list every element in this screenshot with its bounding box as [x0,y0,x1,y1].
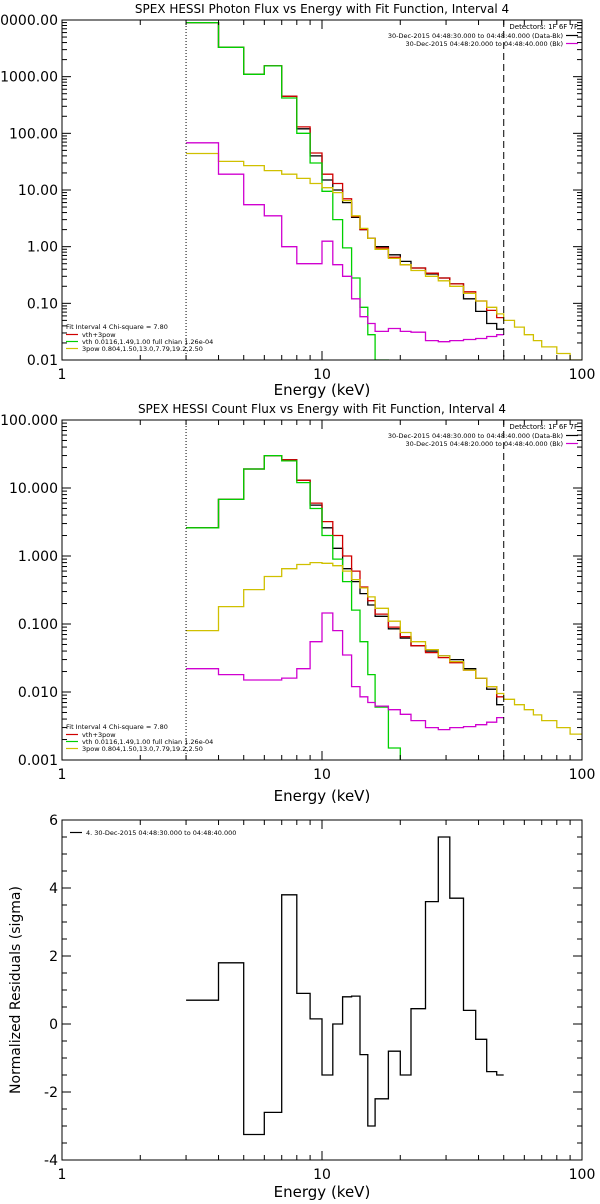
legend-entry: 30-Dec-2015 04:48:20.000 to 04:48:40.000… [406,440,564,448]
y-tick-label: 0.10 [27,296,58,312]
legend-entry: 3pow 0.804,1.50,13.0,7.79,19.2,2.50 [82,345,203,353]
x-tick-label: 1 [58,767,67,783]
y-tick-label: 0.001 [18,753,58,769]
legend-entry: vth+3pow [82,731,116,739]
y-tick-label: 10000.00 [0,13,58,29]
chart-title: SPEX HESSI Photon Flux vs Energy with Fi… [135,2,509,16]
y-tick-label: -4 [44,1153,58,1169]
series-line-3 [186,454,401,760]
panel-1: SPEX HESSI Photon Flux vs Energy with Fi… [0,2,596,399]
legend-detectors: Detectors: 1F 6F 7F [509,23,578,31]
x-axis-label: Energy (keV) [274,1183,371,1200]
series-line-5 [186,142,504,343]
y-tick-label: 100.00 [9,126,58,142]
legend-fit-header: Fit Interval 4 Chi-square = 7.80 [66,723,168,731]
y-tick-label: 10.000 [9,481,58,497]
y-tick-label: 0 [49,1017,58,1033]
series-line-2 [186,454,504,698]
series-line-3 [186,21,390,360]
series-line-2 [186,21,504,319]
panel-2: SPEX HESSI Count Flux vs Energy with Fit… [0,402,595,805]
legend-entry: 4. 30-Dec-2015 04:48:30.000 to 04:48:40.… [86,829,236,837]
y-tick-label: 1.00 [27,240,58,256]
series-group [186,454,582,760]
y-tick-label: 1.000 [18,549,58,565]
series-group [186,836,504,1136]
legend-detectors: Detectors: 1F 6F 7F [509,423,578,431]
legend-entry: 30-Dec-2015 04:48:20.000 to 04:48:40.000… [406,40,564,48]
x-tick-label: 100 [569,1167,596,1183]
y-tick-label: 4 [49,881,58,897]
x-tick-label: 10 [313,367,331,383]
x-tick-label: 1 [58,1167,67,1183]
y-tick-label: 6 [49,813,58,829]
series-group [186,21,582,360]
x-tick-label: 100 [569,367,596,383]
x-tick-label: 100 [569,767,596,783]
y-tick-label: 100.000 [0,413,58,429]
y-tick-label: 0.010 [18,685,58,701]
y-tick-label: 10.00 [18,183,58,199]
legend-entry: vth+3pow [82,331,116,339]
series-line-4 [186,152,582,360]
y-tick-label: -2 [44,1085,58,1101]
y-tick-label: 1000.00 [0,70,58,86]
x-tick-label: 10 [313,1167,331,1183]
plot-frame [61,819,583,1161]
series-line-1 [186,21,504,330]
chart-title: SPEX HESSI Count Flux vs Energy with Fit… [138,402,506,416]
series-line-1 [186,454,504,706]
x-tick-label: 10 [313,767,331,783]
legend-fit-header: Fit Interval 4 Chi-square = 7.80 [66,323,168,331]
series-line-5 [186,612,504,731]
legend-entry: 30-Dec-2015 04:48:30.000 to 04:48:40.000… [388,32,563,40]
y-tick-label: 2 [49,949,58,965]
legend-entry: 30-Dec-2015 04:48:30.000 to 04:48:40.000… [388,432,563,440]
legend-entry: vth 0.0116,1.49,1.00 full chian 1.26e-04 [82,338,213,346]
y-tick-label: 0.01 [27,353,58,369]
y-axis-label: Normalized Residuals (sigma) [8,886,24,1094]
legend-entry: 3pow 0.804,1.50,13.0,7.79,19.2,2.50 [82,745,203,753]
series-line-4 [186,561,582,735]
panel-3: 1 10 100 -4 -2 0 2 4 6 Energy (keV) Normalized Res… [8,813,596,1201]
x-tick-label: 1 [58,367,67,383]
x-axis-label: Energy (keV) [274,381,371,399]
x-axis-label: Energy (keV) [274,787,371,805]
series-line-1 [186,836,504,1136]
y-tick-label: 0.100 [18,617,58,633]
legend-entry: vth 0.0116,1.49,1.00 full chian 1.26e-04 [82,738,213,746]
